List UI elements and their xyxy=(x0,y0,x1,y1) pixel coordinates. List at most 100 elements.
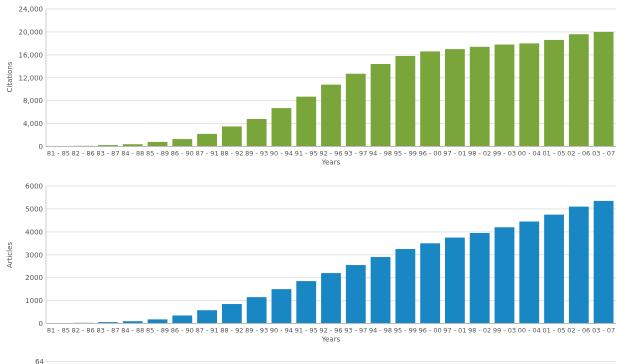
y-axis-label: Citations xyxy=(6,61,14,92)
y-tick-label: 6000 xyxy=(25,183,43,191)
articles-bar xyxy=(147,319,168,324)
citations-bar xyxy=(568,34,589,147)
articles-bar xyxy=(345,265,366,324)
x-tick-label: 87 - 91 xyxy=(196,150,219,158)
citations-bar xyxy=(271,108,292,147)
x-tick-label: 00 - 04 xyxy=(518,327,541,335)
x-tick-label: 03 - 07 xyxy=(592,150,615,158)
x-tick-label: 98 - 02 xyxy=(468,327,491,335)
citations-bar xyxy=(197,133,217,147)
x-tick-label: 01 - 05 xyxy=(543,150,566,158)
x-axis-label: Years xyxy=(321,336,341,344)
y-axis-label: Articles xyxy=(6,242,14,268)
y-tick-label: 12,000 xyxy=(19,74,44,82)
articles-bar xyxy=(122,321,143,324)
y-tick-label: 3000 xyxy=(25,251,43,259)
x-tick-label: 86 - 90 xyxy=(171,327,194,335)
citations-bar xyxy=(420,51,441,147)
x-tick-label: 99 - 03 xyxy=(493,150,516,158)
citations-bar xyxy=(494,44,515,147)
x-tick-label: 86 - 90 xyxy=(171,150,194,158)
x-tick-label: 95 - 99 xyxy=(394,327,417,335)
articles-bar xyxy=(544,214,564,324)
x-tick-label: 81 - 85 xyxy=(47,150,70,158)
x-tick-label: 88 - 92 xyxy=(220,327,243,335)
citations-bar xyxy=(544,39,564,147)
x-tick-label: 90 - 94 xyxy=(270,327,293,335)
articles-bar xyxy=(197,310,217,324)
x-tick-label: 82 - 86 xyxy=(72,327,95,335)
y-tick-label: 5000 xyxy=(25,205,43,213)
citations-bar xyxy=(519,43,540,147)
x-tick-label: 02 - 06 xyxy=(567,327,590,335)
citations-bar xyxy=(172,139,193,147)
y-tick-label: 4,000 xyxy=(23,120,43,128)
x-tick-label: 88 - 92 xyxy=(220,150,243,158)
x-tick-label: 84 - 88 xyxy=(121,150,144,158)
articles-bar xyxy=(593,200,614,324)
x-tick-label: 95 - 99 xyxy=(394,150,417,158)
y-tick-label: 4000 xyxy=(25,228,43,236)
x-tick-label: 94 - 98 xyxy=(369,327,392,335)
articles-bar xyxy=(420,243,441,324)
x-tick-label: 81 - 85 xyxy=(47,327,70,335)
articles-bar xyxy=(98,322,118,324)
x-tick-label: 89 - 93 xyxy=(245,150,268,158)
articles-bar xyxy=(221,304,242,324)
articles-bar xyxy=(568,206,589,324)
articles-bar xyxy=(296,281,317,324)
articles-bar xyxy=(494,227,515,324)
x-tick-label: 03 - 07 xyxy=(592,327,615,335)
y-tick-label: 20,000 xyxy=(19,28,44,36)
citations-bar xyxy=(445,49,465,147)
citations-chart: 0 4,000 8,000 12,000 16,000 20,000 24,000 81 - … xyxy=(6,6,616,167)
x-tick-label: 92 - 96 xyxy=(319,327,342,335)
articles-bar xyxy=(271,289,292,324)
x-tick-label: 01 - 05 xyxy=(543,327,566,335)
citations-bar xyxy=(296,96,317,147)
x-tick-label: 83 - 87 xyxy=(96,327,119,335)
x-tick-label: 96 - 00 xyxy=(419,150,442,158)
x-tick-label: 92 - 96 xyxy=(319,150,342,158)
citations-bar xyxy=(246,119,267,147)
y-tick-label: 8,000 xyxy=(23,97,43,105)
y-tick-label: 2000 xyxy=(25,274,43,282)
y-tick-label: 0 xyxy=(39,143,43,151)
citations-bar xyxy=(345,73,366,147)
x-tick-label: 83 - 87 xyxy=(96,150,119,158)
x-tick-label: 85 - 89 xyxy=(146,327,169,335)
partial-third-chart: 64 xyxy=(35,358,616,364)
y-tick-label: 24,000 xyxy=(19,6,44,14)
x-tick-label: 84 - 88 xyxy=(121,327,144,335)
x-tick-label: 96 - 00 xyxy=(419,327,442,335)
y-tick-label: 1000 xyxy=(25,297,43,305)
articles-bar xyxy=(370,257,391,324)
citations-bar xyxy=(221,126,242,147)
x-tick-label: 91 - 95 xyxy=(295,327,318,335)
x-tick-label: 91 - 95 xyxy=(295,150,318,158)
articles-bar xyxy=(519,221,540,324)
y-tick-label: 0 xyxy=(39,320,43,328)
x-tick-label: 00 - 04 xyxy=(518,150,541,158)
citations-bar xyxy=(98,145,118,147)
x-tick-label: 90 - 94 xyxy=(270,150,293,158)
citations-bar xyxy=(147,141,168,147)
citations-bar xyxy=(370,64,391,147)
citations-bar xyxy=(395,55,416,147)
citations-bar xyxy=(321,84,341,147)
y-tick-label: 16,000 xyxy=(19,51,44,59)
articles-bar xyxy=(321,273,341,324)
x-tick-label: 02 - 06 xyxy=(567,150,590,158)
x-tick-label: 93 - 97 xyxy=(344,150,367,158)
x-tick-label: 82 - 86 xyxy=(72,150,95,158)
x-tick-label: 99 - 03 xyxy=(493,327,516,335)
x-tick-label: 85 - 89 xyxy=(146,150,169,158)
citations-bar xyxy=(122,144,143,147)
x-tick-label: 87 - 91 xyxy=(196,327,219,335)
x-tick-label: 93 - 97 xyxy=(344,327,367,335)
articles-bar xyxy=(172,315,193,324)
x-tick-label: 89 - 93 xyxy=(245,327,268,335)
x-axis-label: Years xyxy=(321,159,341,167)
